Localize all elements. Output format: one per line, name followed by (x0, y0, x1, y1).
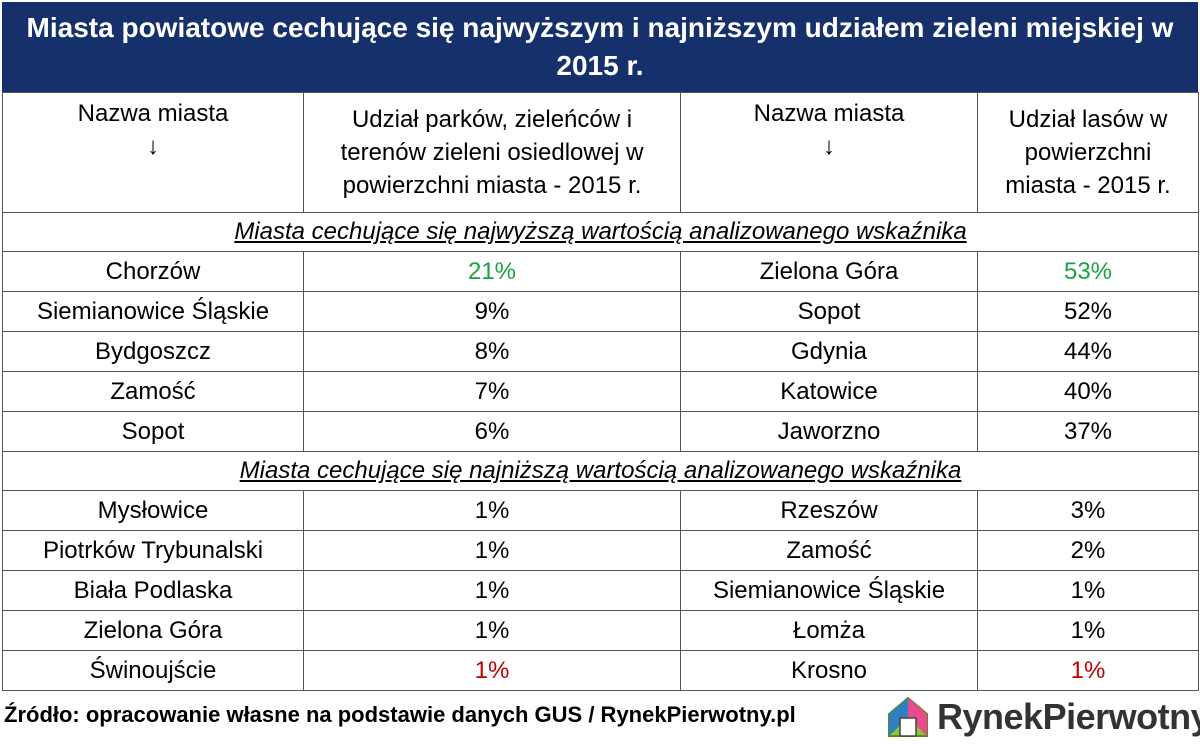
section-low-row: Miasta cechujące się najniższą wartością… (2, 451, 1199, 491)
city-name-right: Jaworzno (680, 411, 978, 452)
header-label: Nazwa miasta (77, 100, 229, 127)
city-name-left: Mysłowice (2, 490, 304, 531)
city-name-left: Chorzów (2, 251, 304, 292)
city-name-right: Gdynia (680, 331, 978, 372)
section-high-label: Miasta cechujące się najwyższą wartością… (2, 212, 1199, 252)
city-name-left: Zamość (2, 371, 304, 412)
page-title: Miasta powiatowe cechujące się najwyższy… (2, 2, 1198, 92)
rynek-pierwotny-logo: RynekPierwotny (885, 694, 1200, 740)
table-row: Mysłowice 1% Rzeszów 3% (2, 490, 1199, 531)
city-name-right: Katowice (680, 371, 978, 412)
city-name-left: Zielona Góra (2, 610, 304, 651)
header-forest-share: Udział lasów w powierzchni miasta - 2015… (977, 92, 1199, 213)
table-row: Świnoujście 1% Krosno 1% (2, 650, 1199, 691)
parks-share-value: 1% (303, 610, 681, 651)
table-row: Sopot 6% Jaworzno 37% (2, 411, 1199, 452)
parks-share-value: 21% (303, 251, 681, 292)
forest-share-value: 52% (977, 291, 1199, 332)
data-table: Nazwa miasta ↓ Udział parków, zieleńców … (2, 92, 1199, 691)
forest-share-value: 53% (977, 251, 1199, 292)
parks-share-value: 7% (303, 371, 681, 412)
forest-share-value: 1% (977, 610, 1199, 651)
table-row: Piotrków Trybunalski 1% Zamość 2% (2, 530, 1199, 571)
house-logo-icon (888, 696, 928, 737)
section-low-label: Miasta cechujące się najniższą wartością… (2, 451, 1199, 491)
section-high-row: Miasta cechujące się najwyższą wartością… (2, 212, 1199, 252)
city-name-left: Piotrków Trybunalski (2, 530, 304, 571)
source-footer: Źródło: opracowanie własne na podstawie … (4, 702, 796, 727)
city-name-left: Siemianowice Śląskie (2, 291, 304, 332)
table-row: Zielona Góra 1% Łomża 1% (2, 610, 1199, 651)
header-city-right: Nazwa miasta ↓ (680, 92, 978, 213)
table-row: Zamość 7% Katowice 40% (2, 371, 1199, 412)
city-name-right: Zamość (680, 530, 978, 571)
high-rows: Chorzów 21% Zielona Góra 53% Siemianowice Śl… (2, 251, 1199, 452)
city-name-left: Biała Podlaska (2, 570, 304, 611)
table-row: Chorzów 21% Zielona Góra 53% (2, 251, 1199, 292)
arrow-down-icon: ↓ (823, 133, 835, 160)
header-label: Nazwa miasta (753, 100, 905, 127)
city-name-right: Rzeszów (680, 490, 978, 531)
parks-share-value: 1% (303, 570, 681, 611)
header-city-left: Nazwa miasta ↓ (2, 92, 304, 213)
parks-share-value: 9% (303, 291, 681, 332)
forest-share-value: 44% (977, 331, 1199, 372)
table-header-row: Nazwa miasta ↓ Udział parków, zieleńców … (2, 92, 1199, 213)
city-name-right: Krosno (680, 650, 978, 691)
parks-share-value: 1% (303, 490, 681, 531)
forest-share-value: 3% (977, 490, 1199, 531)
city-name-right: Łomża (680, 610, 978, 651)
table-row: Siemianowice Śląskie 9% Sopot 52% (2, 291, 1199, 332)
arrow-down-icon: ↓ (147, 133, 159, 160)
parks-share-value: 1% (303, 650, 681, 691)
forest-share-value: 37% (977, 411, 1199, 452)
parks-share-value: 8% (303, 331, 681, 372)
parks-share-value: 6% (303, 411, 681, 452)
city-name-left: Bydgoszcz (2, 331, 304, 372)
parks-share-value: 1% (303, 530, 681, 571)
table-row: Bydgoszcz 8% Gdynia 44% (2, 331, 1199, 372)
header-parks-share: Udział parków, zieleńców i terenów ziele… (303, 92, 681, 213)
city-name-left: Świnoujście (2, 650, 304, 691)
logo-text: RynekPierwotny (937, 696, 1200, 737)
city-name-right: Zielona Góra (680, 251, 978, 292)
forest-share-value: 40% (977, 371, 1199, 412)
city-name-right: Siemianowice Śląskie (680, 570, 978, 611)
city-name-right: Sopot (680, 291, 978, 332)
low-rows: Mysłowice 1% Rzeszów 3% Piotrków Trybunalski… (2, 490, 1199, 691)
forest-share-value: 2% (977, 530, 1199, 571)
forest-share-value: 1% (977, 570, 1199, 611)
table-row: Biała Podlaska 1% Siemianowice Śląskie 1% (2, 570, 1199, 611)
city-name-left: Sopot (2, 411, 304, 452)
forest-share-value: 1% (977, 650, 1199, 691)
